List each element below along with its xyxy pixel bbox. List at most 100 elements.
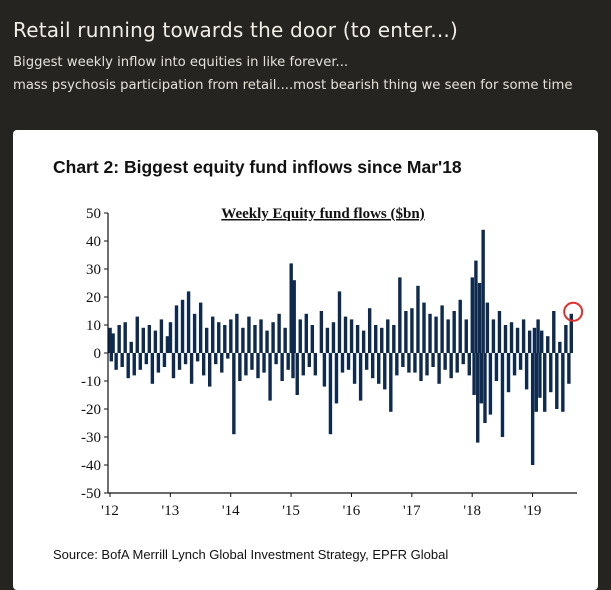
- bar: [277, 313, 281, 353]
- chart-image-card[interactable]: Chart 2: Biggest equity fund inflows sin…: [13, 130, 598, 590]
- y-tick-label: 50: [86, 206, 101, 222]
- bar: [349, 319, 354, 353]
- bar: [174, 305, 179, 353]
- y-tick-label: -10: [81, 374, 101, 390]
- bar: [352, 353, 357, 384]
- bar: [126, 353, 130, 379]
- bar: [165, 336, 170, 353]
- bar: [497, 311, 502, 353]
- bar: [425, 353, 429, 376]
- y-tick-label: 30: [86, 262, 101, 278]
- bar: [543, 353, 547, 412]
- bar: [217, 322, 221, 353]
- bar: [256, 353, 260, 379]
- bar: [474, 260, 478, 353]
- bar: [452, 311, 456, 353]
- bar: [214, 353, 218, 365]
- bar: [491, 319, 496, 353]
- bar: [521, 319, 526, 353]
- bar: [195, 353, 200, 362]
- bar: [485, 302, 490, 353]
- bar: [259, 319, 263, 353]
- bar: [530, 353, 535, 465]
- bar: [410, 308, 414, 353]
- bar: [301, 353, 305, 376]
- bar: [271, 322, 275, 353]
- bar: [483, 353, 487, 423]
- bar: [481, 229, 485, 353]
- bar: [250, 353, 254, 370]
- bar: [494, 353, 499, 381]
- bar: [431, 353, 435, 367]
- bar: [220, 353, 224, 373]
- x-tick-label: '18: [463, 503, 481, 519]
- bar: [395, 353, 399, 376]
- bar: [135, 316, 139, 353]
- bar: [392, 325, 396, 353]
- y-tick-label: -50: [81, 486, 101, 502]
- bar: [262, 353, 266, 373]
- bar: [546, 336, 550, 353]
- bar: [564, 325, 568, 353]
- bar: [114, 353, 118, 370]
- post-text-line-2: mass psychosis participation from retail…: [13, 78, 573, 93]
- bar: [204, 327, 209, 353]
- x-tick-label: '15: [282, 503, 300, 519]
- bar: [111, 333, 115, 353]
- y-tick-label: -40: [81, 458, 101, 474]
- chart-subtitle: Weekly Equity fund flows ($bn): [221, 206, 424, 222]
- bar: [470, 277, 474, 353]
- bar: [472, 353, 476, 395]
- bar: [171, 353, 176, 379]
- bar: [189, 353, 194, 384]
- bar: [223, 325, 227, 353]
- bar: [108, 327, 112, 353]
- bar: [509, 322, 514, 353]
- bar: [538, 353, 542, 398]
- bar: [380, 327, 384, 353]
- bar: [147, 325, 152, 353]
- bar: [552, 311, 556, 353]
- bar: [156, 353, 161, 373]
- bar: [138, 353, 142, 370]
- bar: [398, 277, 402, 353]
- bar: [229, 319, 233, 353]
- bar: [500, 353, 505, 437]
- x-tick-label: '13: [162, 503, 180, 519]
- bar: [446, 319, 450, 353]
- bar: [534, 353, 538, 412]
- bar: [117, 325, 121, 353]
- bar: [461, 353, 465, 365]
- bar: [416, 285, 420, 353]
- bar: [477, 283, 482, 353]
- bar: [247, 316, 251, 353]
- bar: [503, 325, 508, 353]
- bar: [337, 291, 342, 353]
- bar: [428, 313, 432, 353]
- bar: [201, 353, 206, 376]
- bar: [283, 327, 287, 353]
- bar: [527, 330, 532, 353]
- bar: [512, 353, 517, 376]
- bar: [183, 353, 188, 365]
- bar: [518, 353, 523, 370]
- bar: [244, 353, 248, 376]
- bar: [413, 353, 417, 373]
- bar: [464, 319, 468, 353]
- bar: [268, 353, 272, 401]
- bar: [361, 330, 366, 353]
- bar: [192, 313, 197, 353]
- bar: [159, 319, 164, 353]
- bar: [120, 353, 124, 367]
- y-tick-label: -20: [81, 402, 101, 418]
- bar: [440, 305, 444, 353]
- bar: [180, 299, 185, 353]
- bar: [540, 330, 544, 353]
- bar: [325, 327, 330, 353]
- y-tick-label: 0: [94, 346, 102, 362]
- bar: [313, 353, 318, 376]
- bar: [150, 353, 155, 384]
- bar: [343, 316, 348, 353]
- bar: [422, 302, 426, 353]
